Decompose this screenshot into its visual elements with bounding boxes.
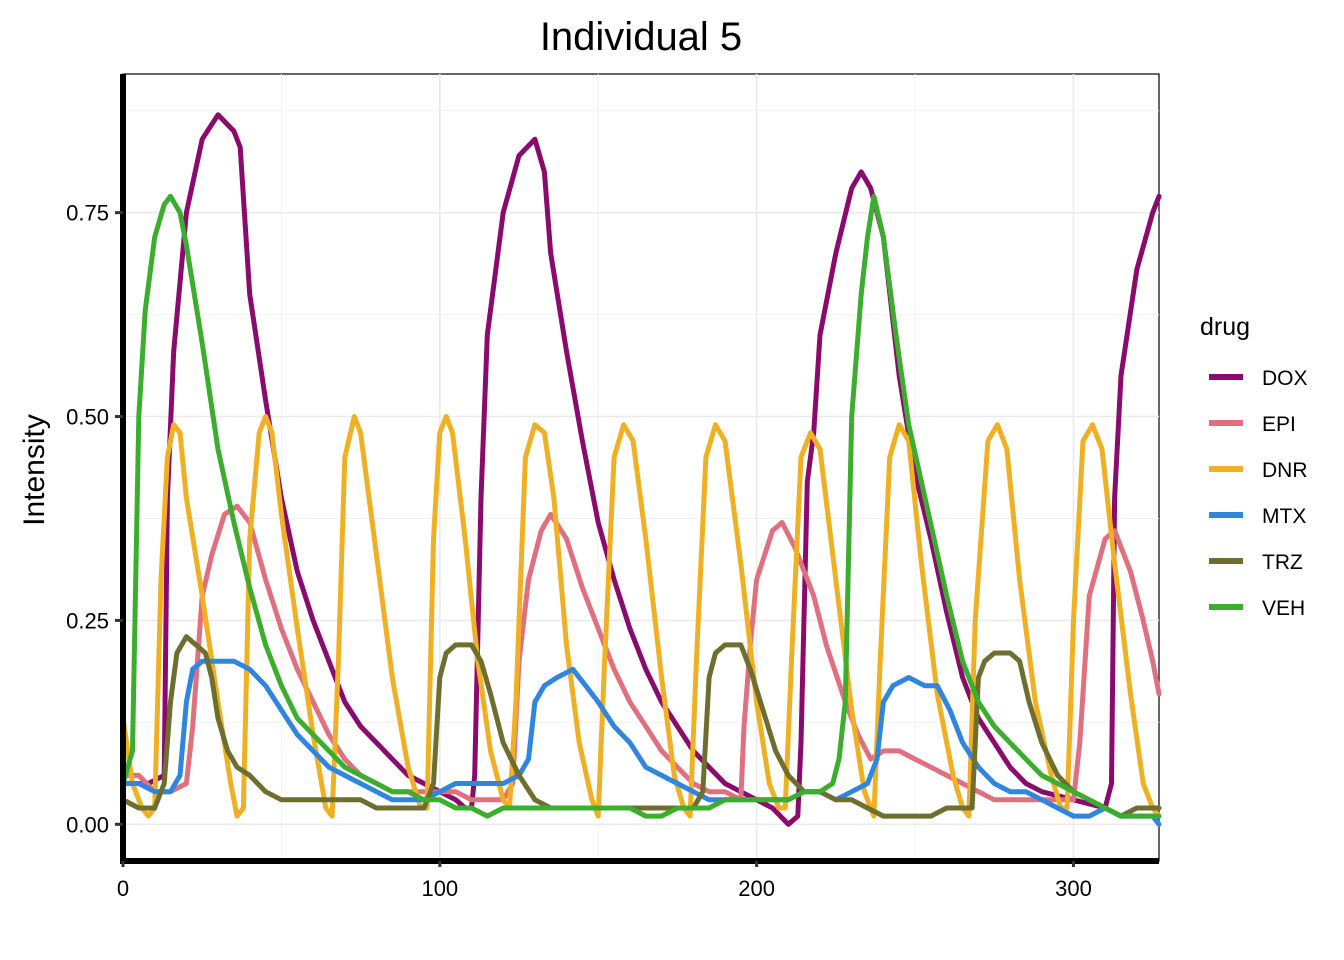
legend-title: drug [1200,313,1250,341]
x-tick-label: 300 [1055,876,1092,901]
y-tick-label: 0.75 [66,201,109,226]
x-tick-label: 200 [738,876,775,901]
y-axis-title: Intensity [18,414,51,526]
series-layer [120,112,1162,827]
axes: 0 100 200 300 0.00 0.25 0.50 0.75 [66,74,1159,901]
series-line-dox [120,112,1162,827]
legend-label-epi: EPI [1262,413,1296,436]
series-line-mtx [120,658,1162,827]
series-line-dnr [120,414,1162,819]
chart-title: Individual 5 [540,15,742,59]
legend: drug DOX EPI DNR MTX TRZ VEH [1200,313,1308,620]
legend-label-dox: DOX [1262,367,1308,390]
series-line-veh [120,193,1162,819]
y-tick-label: 0.25 [66,608,109,633]
legend-label-mtx: MTX [1262,505,1306,528]
legend-label-trz: TRZ [1262,551,1303,574]
legend-label-dnr: DNR [1262,459,1308,482]
series-line-epi [120,503,1162,803]
legend-label-veh: VEH [1262,597,1305,620]
y-tick-label: 0.50 [66,405,109,430]
y-tick-label: 0.00 [66,812,109,837]
x-tick-label: 100 [421,876,458,901]
x-tick-label: 0 [117,876,129,901]
